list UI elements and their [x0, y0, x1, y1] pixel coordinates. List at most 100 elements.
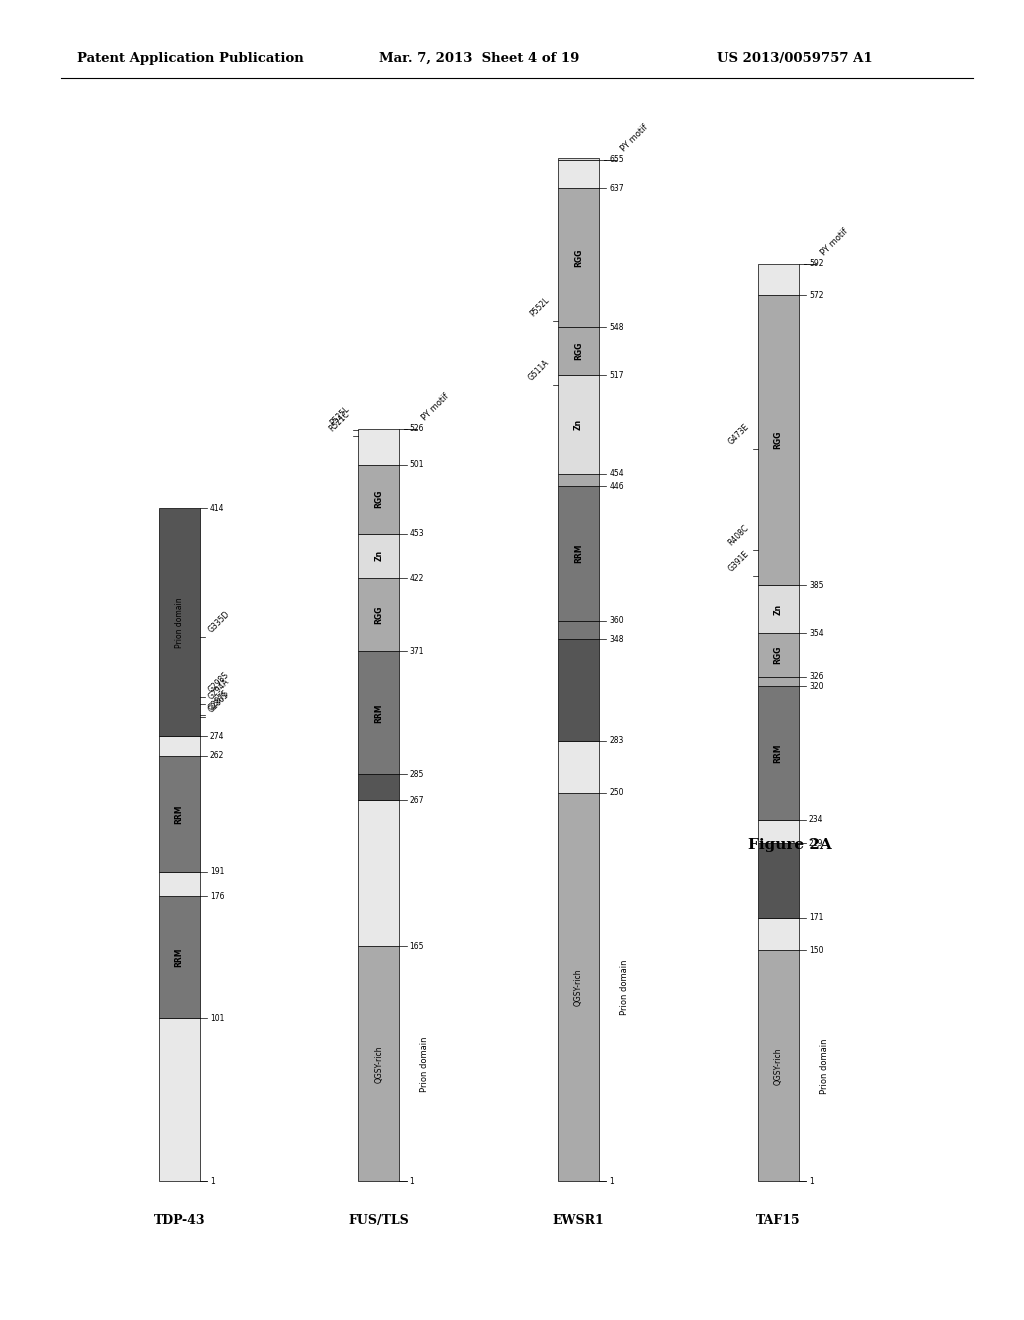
Text: P552L: P552L [528, 296, 551, 318]
Bar [558, 792, 599, 1181]
Bar [159, 737, 200, 756]
Bar [159, 756, 200, 871]
Bar [758, 950, 799, 1181]
Text: G287S: G287S [207, 689, 230, 713]
Text: R408C: R408C [726, 523, 751, 546]
Text: 1: 1 [410, 1177, 415, 1185]
Text: RRM: RRM [175, 804, 183, 824]
Text: QGSY-rich: QGSY-rich [574, 968, 583, 1006]
Text: 171: 171 [809, 913, 823, 921]
Text: QGSY-rich: QGSY-rich [774, 1047, 782, 1085]
Bar [558, 327, 599, 375]
Text: RRM: RRM [574, 544, 583, 564]
Bar [758, 686, 799, 820]
Text: 150: 150 [809, 945, 823, 954]
Text: Prion domain: Prion domain [421, 1036, 429, 1092]
Bar [358, 775, 399, 800]
Bar [758, 677, 799, 686]
Text: G511A: G511A [526, 358, 551, 383]
Bar [159, 508, 200, 737]
Bar [358, 651, 399, 775]
Text: 517: 517 [609, 371, 624, 380]
Text: Mar. 7, 2013  Sheet 4 of 19: Mar. 7, 2013 Sheet 4 of 19 [379, 51, 580, 65]
Text: 592: 592 [809, 260, 823, 268]
Text: 371: 371 [410, 647, 424, 656]
Text: TAF15: TAF15 [756, 1214, 801, 1228]
Text: 548: 548 [609, 322, 624, 331]
Text: 385: 385 [809, 581, 823, 590]
Text: 285: 285 [410, 770, 424, 779]
Text: RGG: RGG [774, 645, 782, 664]
Bar [358, 533, 399, 578]
Text: 422: 422 [410, 574, 424, 582]
Text: 348: 348 [609, 635, 624, 644]
Text: 320: 320 [809, 681, 823, 690]
Text: 572: 572 [809, 290, 823, 300]
Text: PY motif: PY motif [620, 123, 650, 153]
Text: FUS/TLS: FUS/TLS [348, 1214, 410, 1228]
Bar [159, 1019, 200, 1181]
Text: 191: 191 [210, 867, 224, 876]
Bar [558, 375, 599, 474]
Bar [358, 429, 399, 465]
Text: 655: 655 [609, 156, 624, 165]
Text: RGG: RGG [574, 248, 583, 267]
Text: RRM: RRM [375, 704, 383, 722]
Text: 250: 250 [609, 788, 624, 797]
Text: 454: 454 [609, 470, 624, 478]
Text: P525L: P525L [329, 405, 351, 428]
Text: 262: 262 [210, 751, 224, 760]
Text: QGSY-rich: QGSY-rich [375, 1045, 383, 1082]
Bar [558, 620, 599, 639]
Text: G298S: G298S [207, 671, 230, 694]
Bar [558, 187, 599, 327]
Bar [558, 486, 599, 620]
Text: 176: 176 [210, 891, 224, 900]
Text: 274: 274 [210, 731, 224, 741]
Text: 326: 326 [809, 672, 823, 681]
Text: 1: 1 [609, 1177, 614, 1185]
Text: 637: 637 [609, 183, 624, 193]
Text: Zn: Zn [774, 603, 782, 615]
Text: 234: 234 [809, 816, 823, 824]
Bar [558, 474, 599, 486]
Text: 446: 446 [609, 482, 624, 491]
Text: 360: 360 [609, 616, 624, 626]
Bar [558, 741, 599, 792]
Text: Prion domain: Prion domain [621, 960, 629, 1015]
Text: 1: 1 [210, 1177, 215, 1185]
Bar [558, 158, 599, 160]
Bar [358, 465, 399, 533]
Bar [159, 871, 200, 896]
Text: TDP-43: TDP-43 [154, 1214, 205, 1228]
Text: G286S: G286S [207, 690, 230, 714]
Bar [758, 820, 799, 843]
Text: Zn: Zn [574, 420, 583, 430]
Bar [758, 917, 799, 950]
Text: RRM: RRM [175, 948, 183, 968]
Text: G335D: G335D [207, 610, 231, 635]
Bar [758, 264, 799, 296]
Text: 354: 354 [809, 628, 823, 638]
Bar [358, 578, 399, 651]
Text: EWSR1: EWSR1 [553, 1214, 604, 1228]
Text: 414: 414 [210, 504, 224, 512]
Bar [558, 639, 599, 741]
Text: 526: 526 [410, 425, 424, 433]
Text: RGG: RGG [774, 432, 782, 449]
Text: Zn: Zn [375, 550, 383, 561]
Text: US 2013/0059757 A1: US 2013/0059757 A1 [717, 51, 872, 65]
Text: 165: 165 [410, 942, 424, 950]
Text: G391E: G391E [726, 549, 751, 573]
Bar [358, 946, 399, 1181]
Bar [758, 634, 799, 677]
Text: Patent Application Publication: Patent Application Publication [77, 51, 303, 65]
Text: PY motif: PY motif [420, 392, 451, 422]
Text: Figure 2A: Figure 2A [748, 838, 831, 851]
Bar [758, 585, 799, 634]
Text: 219: 219 [809, 838, 823, 847]
Text: RGG: RGG [375, 490, 383, 508]
Text: 101: 101 [210, 1014, 224, 1023]
Text: R521C: R521C [328, 409, 351, 433]
Text: G294A: G294A [207, 677, 231, 701]
